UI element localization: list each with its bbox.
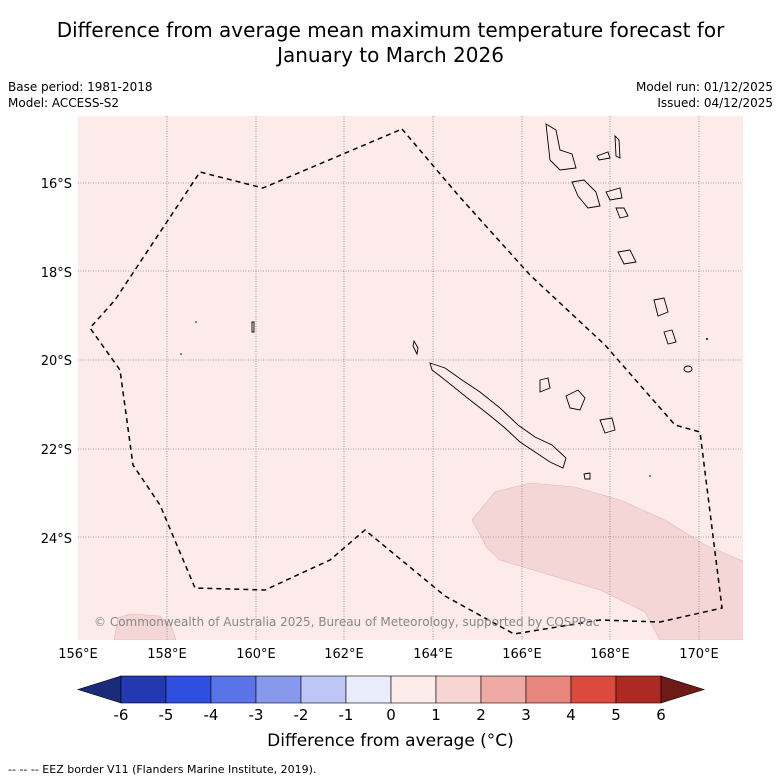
colorbar-segment	[345, 675, 392, 704]
meta-left: Base period: 1981-2018 Model: ACCESS-S2	[8, 79, 153, 111]
colorbar-tick-label: -5	[159, 706, 174, 724]
small-islet	[180, 353, 182, 355]
copyright-text: © Commonwealth of Australia 2025, Bureau…	[94, 615, 599, 629]
vanuatu-erromango	[653, 297, 669, 317]
lat-label: 22°S	[41, 443, 72, 458]
colorbar-tick-label: -1	[339, 706, 354, 724]
small-islet	[706, 338, 708, 340]
colorbar-segment	[570, 675, 617, 704]
warm-anomaly-region-small	[113, 613, 177, 640]
colorbar-extend-high	[660, 675, 706, 704]
new-caledonia-grande-terre	[429, 362, 567, 469]
colorbar-tick-label: 4	[566, 706, 576, 724]
warm-anomaly-region	[471, 482, 743, 640]
colorbar-segment	[210, 675, 257, 704]
colorbar-segment	[615, 675, 662, 704]
colorbar-tick-label: -2	[294, 706, 309, 724]
colorbar-tick-label: 2	[476, 706, 486, 724]
vanuatu-malekula	[571, 179, 601, 209]
small-islet	[649, 475, 651, 477]
colorbar-extend-low	[76, 675, 122, 704]
vanuatu-epi	[615, 207, 629, 219]
colorbar-segment	[480, 675, 527, 704]
lat-label: 18°S	[41, 266, 72, 281]
belep-islands	[412, 339, 419, 356]
colorbar-tick-label: 6	[656, 706, 666, 724]
chesterfield-island	[251, 321, 255, 333]
vanuatu-efate	[617, 249, 637, 265]
small-islet	[195, 321, 197, 323]
base-period: Base period: 1981-2018	[8, 80, 153, 94]
colorbar-segment	[165, 675, 212, 704]
colorbar-title: Difference from average (°C)	[267, 731, 514, 751]
lon-label: 158°E	[147, 647, 187, 662]
loyalty-mare	[599, 417, 616, 434]
lon-label: 160°E	[236, 647, 276, 662]
colorbar-segment	[300, 675, 347, 704]
map-gridlines	[78, 116, 743, 640]
isle-of-pines	[583, 472, 591, 480]
issued-date: Issued: 04/12/2025	[657, 96, 773, 110]
title-line-2: January to March 2026	[277, 43, 504, 67]
lat-label: 20°S	[41, 354, 72, 369]
longitude-labels: 156°E 158°E 160°E 162°E 164°E 166°E 168°…	[58, 647, 719, 662]
colorbar-segment	[525, 675, 572, 704]
vanuatu-ambrym	[605, 187, 623, 201]
colorbar-tick-label: 0	[386, 706, 396, 724]
model-name: Model: ACCESS-S2	[8, 96, 120, 110]
lon-label: 166°E	[502, 647, 542, 662]
colorbar-tick-label: 5	[611, 706, 621, 724]
lat-label: 16°S	[41, 177, 72, 192]
eez-legend-note: -- -- -- EEZ border V11 (Flanders Marine…	[8, 763, 317, 776]
colorbar-segment	[390, 675, 437, 704]
vanuatu-ambae	[596, 151, 611, 161]
colorbar-segment	[435, 675, 482, 704]
meta-right: Model run: 01/12/2025 Issued: 04/12/2025	[636, 79, 773, 111]
vanuatu-espiritu-santo	[545, 123, 577, 171]
model-run: Model run: 01/12/2025	[635, 80, 773, 94]
lon-label: 164°E	[413, 647, 453, 662]
colorbar-tick-label: 3	[521, 706, 531, 724]
title-line-1: Difference from average mean maximum tem…	[56, 18, 725, 42]
colorbar	[76, 675, 706, 704]
lon-label: 168°E	[590, 647, 630, 662]
colorbar-tick-label: -3	[249, 706, 264, 724]
lat-label: 24°S	[41, 532, 72, 547]
vanuatu-tanna	[663, 329, 677, 345]
colorbar-segment	[255, 675, 302, 704]
loyalty-lifou	[565, 389, 586, 411]
lon-label: 162°E	[324, 647, 364, 662]
eez-border	[89, 128, 723, 635]
colorbar-tick-label: -6	[114, 706, 129, 724]
colorbar-tick-labels: -6 -5 -4 -3 -2 -1 0 1 2 3 4 5 6	[114, 706, 666, 724]
lon-label: 156°E	[58, 647, 98, 662]
vanuatu-maewo	[614, 134, 621, 159]
vanuatu-aneityum	[683, 365, 693, 373]
latitude-labels: 16°S 18°S 20°S 22°S 24°S	[41, 177, 72, 547]
loyalty-ouvea	[539, 377, 551, 393]
colorbar-segment	[120, 675, 167, 704]
chart-title: Difference from average mean maximum tem…	[0, 18, 781, 68]
lon-label: 170°E	[679, 647, 719, 662]
colorbar-tick-label: 1	[431, 706, 441, 724]
colorbar-tick-label: -4	[204, 706, 219, 724]
